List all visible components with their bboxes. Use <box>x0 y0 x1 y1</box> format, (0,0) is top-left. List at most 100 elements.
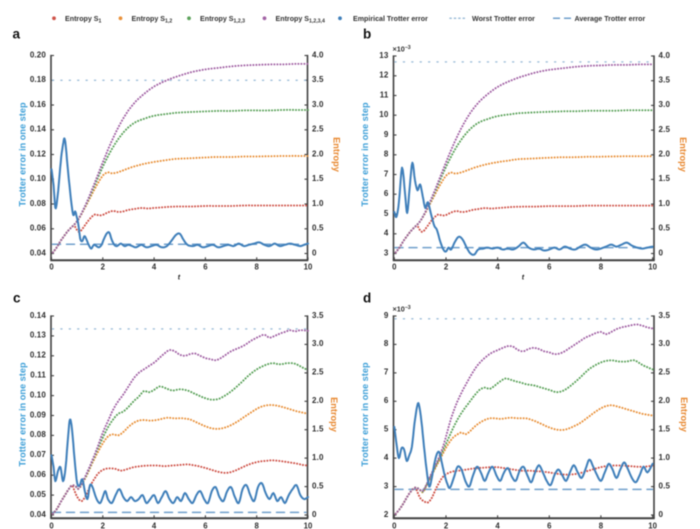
svg-text:2.5: 2.5 <box>659 125 671 134</box>
svg-text:Entropy: Entropy <box>679 397 689 433</box>
svg-text:0: 0 <box>392 262 397 271</box>
svg-text:Entropy: Entropy <box>678 137 688 173</box>
svg-text:0.09: 0.09 <box>30 410 47 419</box>
svg-text:8: 8 <box>599 521 604 529</box>
svg-text:0: 0 <box>312 510 317 519</box>
svg-text:4.0: 4.0 <box>312 50 324 59</box>
svg-text:0.5: 0.5 <box>659 224 671 233</box>
svg-text:0.5: 0.5 <box>312 481 324 490</box>
svg-text:10: 10 <box>648 521 657 529</box>
svg-text:0.11: 0.11 <box>30 371 46 380</box>
svg-text:Entropy: Entropy <box>332 137 342 173</box>
svg-text:3.0: 3.0 <box>659 339 671 348</box>
svg-text:Entropy S1: Entropy S1 <box>65 15 102 25</box>
svg-text:0.20: 0.20 <box>30 50 47 59</box>
svg-text:0.13: 0.13 <box>30 331 47 340</box>
svg-text:2: 2 <box>444 521 449 529</box>
svg-text:0.12: 0.12 <box>30 351 47 360</box>
svg-text:3.0: 3.0 <box>312 339 324 348</box>
svg-text:3.5: 3.5 <box>312 311 324 320</box>
svg-text:Trotter error in one step: Trotter error in one step <box>360 102 370 207</box>
svg-text:1.5: 1.5 <box>659 425 671 434</box>
svg-text:7: 7 <box>384 368 389 377</box>
svg-text:3: 3 <box>384 248 389 257</box>
svg-text:d: d <box>363 291 371 306</box>
svg-text:3.5: 3.5 <box>312 75 324 84</box>
svg-text:0: 0 <box>659 510 664 519</box>
svg-text:Trotter error in one step: Trotter error in one step <box>18 102 28 207</box>
svg-text:1.0: 1.0 <box>312 453 324 462</box>
svg-text:5: 5 <box>384 209 389 218</box>
svg-text:3: 3 <box>384 481 389 490</box>
svg-text:Entropy S1,2: Entropy S1,2 <box>132 15 173 25</box>
svg-text:8: 8 <box>255 262 260 271</box>
svg-text:1.0: 1.0 <box>659 453 671 462</box>
svg-text:Entropy S1,2,3,4: Entropy S1,2,3,4 <box>276 15 325 25</box>
svg-text:3.0: 3.0 <box>312 100 324 109</box>
svg-text:0.06: 0.06 <box>30 224 47 233</box>
svg-text:2.5: 2.5 <box>659 368 671 377</box>
svg-text:2: 2 <box>444 262 449 271</box>
svg-text:10: 10 <box>304 262 313 271</box>
svg-text:Entropy S1,2,3: Entropy S1,2,3 <box>200 15 245 25</box>
svg-text:0.05: 0.05 <box>30 490 47 499</box>
svg-text:8: 8 <box>384 150 389 159</box>
svg-text:4: 4 <box>495 521 500 529</box>
svg-text:0.08: 0.08 <box>30 199 47 208</box>
svg-text:0.08: 0.08 <box>30 430 47 439</box>
svg-text:2.0: 2.0 <box>312 149 324 158</box>
svg-text:3.5: 3.5 <box>659 76 671 85</box>
svg-text:6: 6 <box>203 262 208 271</box>
svg-text:11: 11 <box>380 90 389 99</box>
svg-text:2: 2 <box>101 521 106 529</box>
svg-text:Trotter error in one step: Trotter error in one step <box>360 362 370 467</box>
svg-text:0.04: 0.04 <box>30 248 47 257</box>
svg-text:0.12: 0.12 <box>30 149 47 158</box>
svg-text:0.10: 0.10 <box>30 390 47 399</box>
svg-text:0: 0 <box>392 521 397 529</box>
svg-text:9: 9 <box>384 311 389 320</box>
svg-text:t: t <box>178 273 181 282</box>
svg-text:9: 9 <box>384 130 389 139</box>
svg-text:2.0: 2.0 <box>659 396 671 405</box>
svg-text:0.18: 0.18 <box>30 75 47 84</box>
svg-text:4: 4 <box>384 229 389 238</box>
svg-text:0.10: 0.10 <box>30 174 47 183</box>
svg-text:1.0: 1.0 <box>659 199 671 208</box>
svg-text:×10−3: ×10−3 <box>393 45 411 54</box>
svg-text:c: c <box>13 291 21 306</box>
svg-text:2.0: 2.0 <box>659 150 671 159</box>
svg-text:6: 6 <box>384 396 389 405</box>
svg-text:10: 10 <box>304 521 313 529</box>
svg-text:0: 0 <box>659 248 664 257</box>
svg-text:10: 10 <box>648 262 657 271</box>
svg-text:0: 0 <box>312 248 317 257</box>
svg-text:4: 4 <box>152 521 157 529</box>
svg-text:0.06: 0.06 <box>30 470 47 479</box>
svg-text:Empirical Trotter error: Empirical Trotter error <box>353 15 428 23</box>
svg-text:4.0: 4.0 <box>659 51 671 60</box>
svg-text:12: 12 <box>379 71 389 80</box>
svg-text:a: a <box>13 27 21 42</box>
svg-text:6: 6 <box>203 521 208 529</box>
svg-text:8: 8 <box>255 521 260 529</box>
svg-text:0.14: 0.14 <box>30 125 47 134</box>
svg-text:1.5: 1.5 <box>312 174 324 183</box>
svg-text:Worst Trotter error: Worst Trotter error <box>472 15 535 23</box>
svg-text:4: 4 <box>384 453 389 462</box>
svg-text:2.0: 2.0 <box>312 396 324 405</box>
svg-text:10: 10 <box>379 110 389 119</box>
svg-text:13: 13 <box>379 51 389 60</box>
svg-text:0.07: 0.07 <box>30 450 47 459</box>
svg-text:2.5: 2.5 <box>312 368 324 377</box>
svg-text:6: 6 <box>547 521 552 529</box>
svg-text:0.5: 0.5 <box>312 224 324 233</box>
svg-text:Average Trotter error: Average Trotter error <box>575 15 646 23</box>
svg-text:0: 0 <box>49 262 54 271</box>
svg-text:2.5: 2.5 <box>312 125 324 134</box>
svg-text:Trotter error in one step: Trotter error in one step <box>18 362 28 467</box>
svg-text:7: 7 <box>384 169 389 178</box>
svg-text:×10−3: ×10−3 <box>393 305 411 314</box>
svg-text:8: 8 <box>384 339 389 348</box>
svg-text:0: 0 <box>49 521 54 529</box>
